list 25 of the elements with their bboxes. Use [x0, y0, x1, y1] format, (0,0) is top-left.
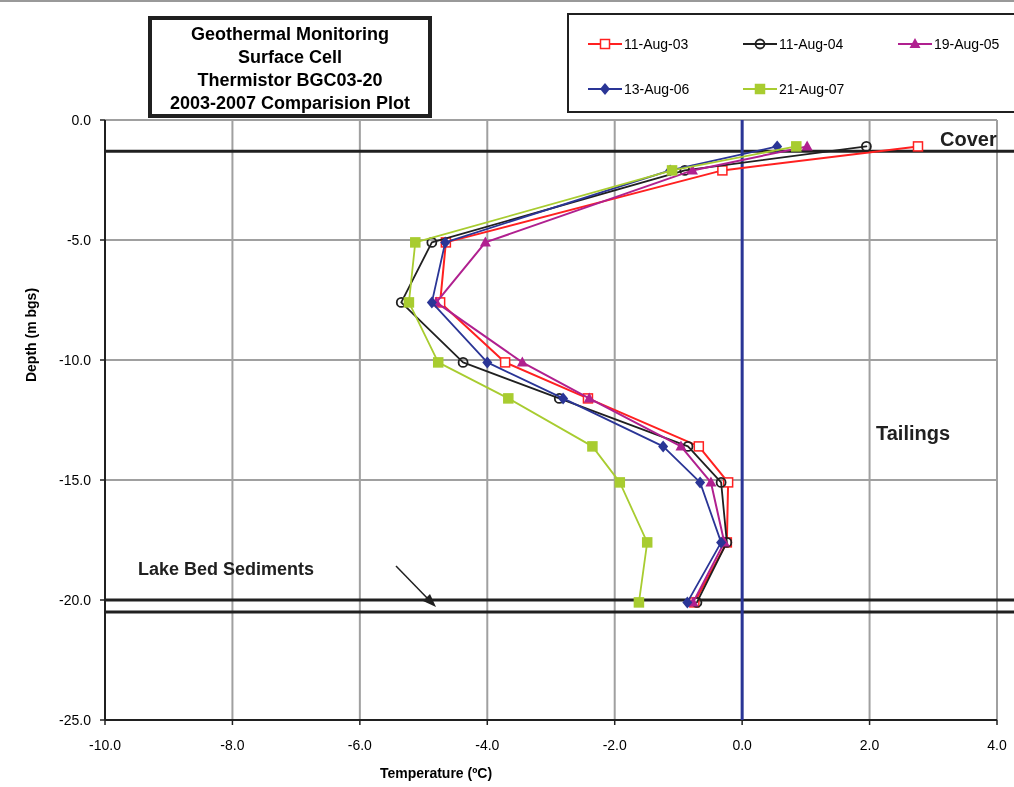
- x-tick-label: 2.0: [859, 737, 880, 753]
- x-tick-label: -4.0: [475, 737, 500, 753]
- y-tick-label: -20.0: [59, 592, 92, 608]
- x-tick-label: 4.0: [987, 737, 1007, 753]
- x-tick-label: 0.0: [732, 737, 753, 753]
- x-tick-label: -2.0: [602, 737, 627, 753]
- annotation: Tailings: [876, 422, 951, 444]
- x-axis-title: Temperature (ºC): [379, 765, 493, 781]
- annotation: Lake Bed Sediments: [138, 559, 315, 579]
- legend-label: 13-Aug-06: [624, 81, 690, 97]
- y-tick-label: 0.0: [71, 112, 92, 128]
- x-tick-label: -10.0: [89, 737, 122, 753]
- legend-label: 19-Aug-05: [934, 36, 1000, 52]
- y-tick-label: -15.0: [59, 472, 92, 488]
- legend-label: 11-Aug-03: [624, 36, 689, 52]
- x-tick-label: -6.0: [347, 737, 373, 753]
- legend-label: 11-Aug-04: [779, 36, 844, 52]
- y-tick-label: -25.0: [59, 712, 92, 728]
- legend-label: 21-Aug-07: [779, 81, 845, 97]
- y-axis-title: Depth (m bgs): [23, 287, 39, 383]
- annotation: Cover: [940, 128, 997, 150]
- chart-title: Geothermal Monitoring Surface Cell Thermistor BGC03-20 2003-2007 Comparision Plot: [169, 24, 411, 113]
- x-tick-label: -8.0: [220, 737, 245, 753]
- y-tick-label: -10.0: [59, 352, 92, 368]
- y-tick-label: -5.0: [66, 232, 92, 248]
